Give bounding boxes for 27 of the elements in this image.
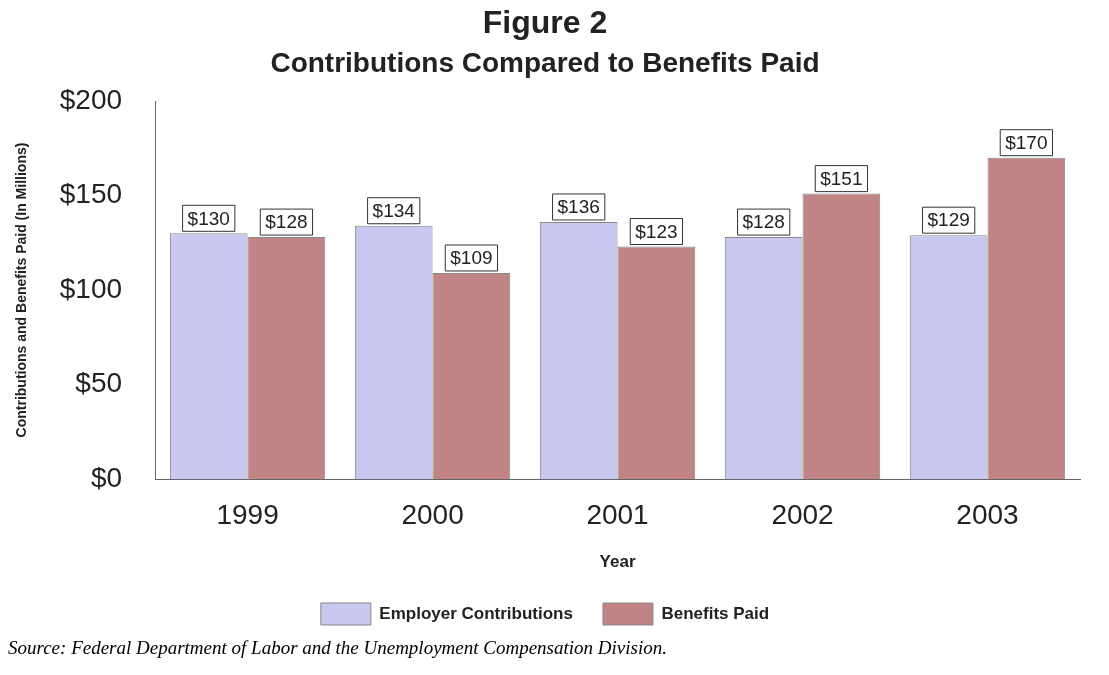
y-tick-label: $0 — [90, 461, 123, 493]
y-tick-label: $150 — [59, 178, 123, 210]
data-label: $170 — [1005, 131, 1048, 153]
data-label: $136 — [557, 196, 600, 218]
chart-title: Figure 2 — [482, 4, 608, 41]
chart-subtitle: Contributions Compared to Benefits Paid — [270, 46, 820, 78]
data-label: $130 — [187, 207, 230, 229]
y-tick-label: $100 — [59, 272, 123, 304]
x-tick-label: 2002 — [771, 498, 834, 530]
x-axis-title: Year — [599, 552, 636, 572]
x-tick-label: 2001 — [586, 498, 649, 530]
data-label: $129 — [927, 209, 970, 231]
x-tick-label: 2003 — [956, 498, 1019, 530]
data-label: $109 — [450, 247, 493, 269]
x-tick-label: 2000 — [401, 498, 464, 530]
legend-label: Benefits Paid — [661, 603, 770, 623]
y-tick-label: $200 — [59, 83, 123, 115]
y-axis-title: Contributions and Benefits Paid (In Millions) — [13, 142, 30, 438]
data-label: $151 — [820, 167, 863, 189]
source-note: Source: Federal Department of Labor and the Unemployment Compensation Division. — [7, 637, 668, 659]
data-label: $128 — [265, 211, 308, 233]
data-label: $123 — [635, 220, 678, 242]
x-tick-label: 1999 — [216, 498, 279, 530]
data-label: $128 — [742, 211, 785, 233]
data-label: $134 — [372, 199, 416, 221]
legend-label: Employer Contributions — [379, 603, 573, 623]
y-tick-label: $50 — [75, 367, 123, 399]
